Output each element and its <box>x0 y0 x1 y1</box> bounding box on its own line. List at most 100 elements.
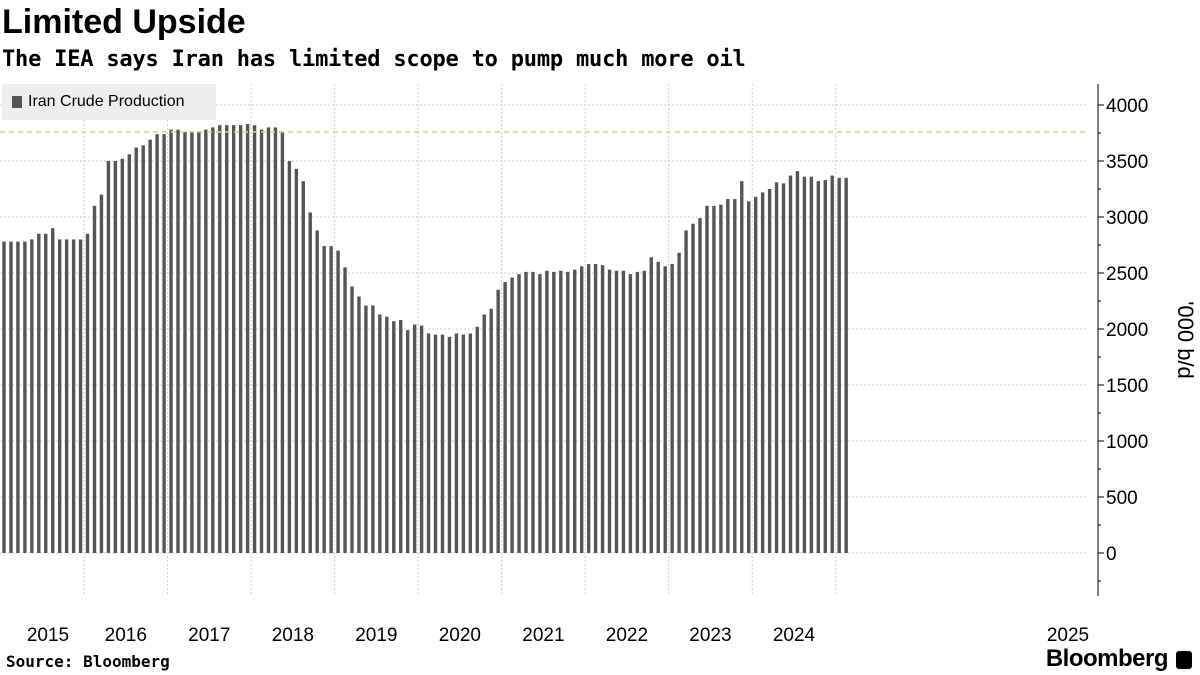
bar <box>231 125 236 553</box>
bar <box>266 127 271 554</box>
bar <box>600 265 605 553</box>
bar <box>538 274 542 553</box>
bar <box>788 175 793 553</box>
bar <box>573 269 577 553</box>
bar <box>705 205 709 554</box>
bar <box>245 124 250 553</box>
chart-subtitle: The IEA says Iran has limited scope to p… <box>2 47 746 72</box>
x-tick-label: 2019 <box>355 625 397 646</box>
bar <box>78 239 83 553</box>
bar <box>774 182 779 553</box>
bar <box>155 134 159 553</box>
bar <box>433 334 438 553</box>
bar <box>830 175 834 553</box>
bar <box>740 181 744 553</box>
x-tick-label: 2015 <box>27 625 69 646</box>
bar <box>405 330 410 553</box>
bar <box>336 250 340 553</box>
bar <box>767 189 772 553</box>
bar <box>218 125 222 553</box>
bar <box>712 205 716 554</box>
bar <box>545 270 549 553</box>
bar <box>225 125 229 553</box>
x-tick-label: 2020 <box>439 625 481 646</box>
x-tick-label: 2022 <box>606 625 648 646</box>
bar <box>315 230 319 553</box>
bar <box>642 270 647 553</box>
bar <box>190 131 194 553</box>
bar <box>106 161 111 553</box>
bar <box>238 125 243 553</box>
bar <box>294 168 299 553</box>
bar <box>99 194 104 553</box>
bar <box>621 270 626 553</box>
bar <box>691 223 695 553</box>
bar <box>371 305 375 553</box>
bar <box>656 261 660 553</box>
bar <box>844 177 848 554</box>
bar <box>92 205 97 554</box>
bar <box>259 129 264 553</box>
bar <box>760 192 765 554</box>
y-tick-label: 4000 <box>1106 96 1148 117</box>
bar <box>726 199 730 553</box>
bar <box>461 334 466 553</box>
bar <box>628 274 633 553</box>
bar <box>816 181 821 553</box>
bar <box>273 127 278 554</box>
bar <box>670 264 674 553</box>
bar <box>280 131 285 553</box>
bar <box>802 176 807 553</box>
bar <box>468 333 473 553</box>
bar <box>733 199 737 553</box>
source-note: Source: Bloomberg <box>6 652 170 671</box>
x-tick-label: 2023 <box>689 625 731 646</box>
bar <box>204 129 208 553</box>
bar <box>399 320 403 553</box>
bar <box>85 233 90 554</box>
bar <box>37 233 41 554</box>
bar <box>287 161 292 553</box>
bar <box>781 183 786 553</box>
bar <box>252 125 257 553</box>
bar <box>23 241 27 553</box>
bar <box>301 181 305 553</box>
bar <box>719 204 723 553</box>
bar <box>593 264 598 553</box>
bar <box>308 212 312 553</box>
bar <box>510 277 514 553</box>
bar <box>552 271 556 553</box>
bar <box>162 134 166 553</box>
bar <box>795 171 800 553</box>
bar <box>176 129 180 553</box>
bar <box>649 257 653 553</box>
bar <box>753 196 758 553</box>
bar <box>148 139 152 553</box>
bar <box>426 333 431 553</box>
bar <box>614 270 619 553</box>
bar <box>329 246 333 553</box>
bar <box>378 314 382 553</box>
bar <box>16 241 20 553</box>
bar <box>586 264 591 553</box>
bar <box>747 201 751 553</box>
legend-label: Iran Crude Production <box>28 93 185 110</box>
bar <box>454 333 459 553</box>
legend: Iran Crude Production <box>2 84 216 120</box>
bar <box>517 274 521 553</box>
bar <box>496 289 500 553</box>
bar <box>440 334 445 553</box>
y-tick-label: 2500 <box>1106 264 1148 285</box>
bar <box>837 177 841 554</box>
bar <box>197 131 201 553</box>
bar <box>698 218 702 553</box>
bar <box>30 239 34 553</box>
bar <box>684 230 688 553</box>
y-tick-label: 500 <box>1106 488 1138 509</box>
y-axis-title: '000 b/d <box>1173 301 1198 379</box>
bar <box>559 270 563 553</box>
bar <box>447 336 452 553</box>
y-tick-label: 1500 <box>1106 376 1148 397</box>
bar <box>44 233 48 554</box>
bar <box>57 239 62 553</box>
